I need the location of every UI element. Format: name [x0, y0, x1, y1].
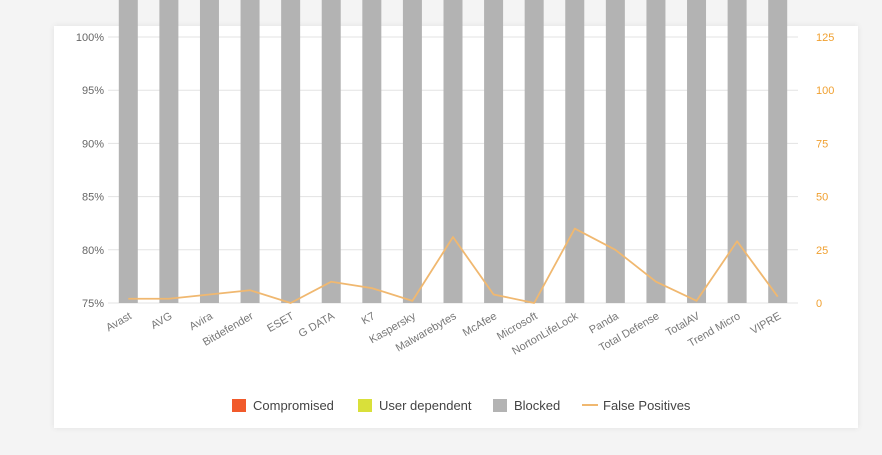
y-right-tick-label: 50: [816, 192, 828, 204]
bar-blocked: [727, 0, 747, 303]
y-left-tick-label: 100%: [76, 32, 104, 44]
bar-blocked: [768, 0, 788, 304]
y-right-tick-label: 75: [816, 138, 828, 150]
x-tick-label: K7: [360, 310, 378, 327]
bar-blocked: [484, 0, 504, 303]
legend-label: Compromised: [253, 398, 334, 413]
bar-blocked: [281, 0, 301, 304]
x-tick-label: G DATA: [297, 310, 338, 340]
false-positives-line: [128, 227, 779, 304]
x-tick-label: ESET: [265, 310, 296, 335]
bar-blocked: [687, 0, 707, 303]
y-left-tick-label: 75%: [82, 298, 104, 310]
bar-blocked: [646, 0, 666, 304]
bar-blocked: [443, 0, 463, 303]
bar-blocked: [159, 0, 179, 303]
bar-blocked: [605, 0, 625, 303]
x-tick-label: Avira: [187, 310, 215, 333]
y-left-tick-label: 85%: [82, 192, 104, 204]
y-left-tick-label: 90%: [82, 138, 104, 150]
x-tick-label: McAfee: [461, 310, 499, 339]
legend-label: User dependent: [379, 398, 472, 413]
y-right-tick-label: 125: [816, 32, 834, 44]
y-left-tick-label: 95%: [82, 85, 104, 97]
bar-blocked: [362, 0, 382, 303]
bar-blocked: [524, 0, 544, 304]
x-tick-label: Avast: [104, 310, 134, 334]
legend-swatch-blocked: [493, 399, 507, 412]
y-left-tick-label: 80%: [82, 245, 104, 257]
bar-blocked: [199, 0, 219, 303]
x-tick-label: VIPRE: [749, 310, 784, 337]
bar-blocked: [118, 0, 138, 303]
bar-blocked: [402, 0, 422, 303]
legend-swatch-compromised: [232, 399, 246, 412]
legend-label: False Positives: [603, 398, 691, 413]
bar-blocked: [565, 0, 585, 303]
legend-label: Blocked: [514, 398, 560, 413]
y-right-tick-label: 25: [816, 245, 828, 257]
x-tick-label: AVG: [149, 310, 174, 332]
bar-blocked: [240, 0, 260, 303]
y-right-tick-label: 0: [816, 298, 822, 310]
y-right-tick-label: 100: [816, 85, 834, 97]
bar-blocked: [321, 0, 341, 304]
legend-swatch-user-dependent: [358, 399, 372, 412]
